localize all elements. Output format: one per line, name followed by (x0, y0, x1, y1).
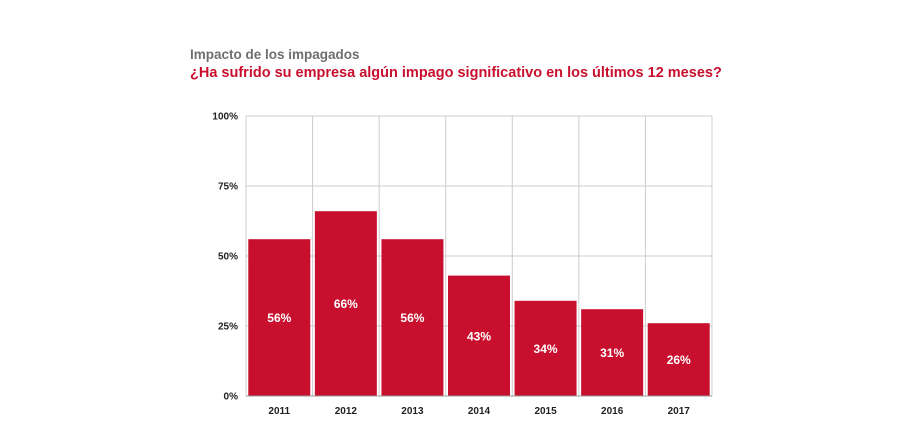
x-tick-label-2011: 2011 (268, 406, 290, 417)
data-label-2017: 26% (667, 353, 691, 367)
y-tick-label-50: 50% (218, 252, 238, 263)
x-tick-label-2016: 2016 (601, 406, 624, 417)
data-label-2011: 56% (267, 311, 291, 325)
chart-title: Impacto de los impagados (190, 47, 360, 62)
x-tick-label-2013: 2013 (401, 406, 424, 417)
x-tick-label-2015: 2015 (534, 406, 557, 417)
x-tick-label-2014: 2014 (468, 406, 491, 417)
bar-2014 (448, 275, 510, 396)
bar-2012 (314, 211, 377, 396)
y-tick-label-100: 100% (212, 112, 238, 123)
y-tick-label-75: 75% (218, 182, 238, 193)
chart-titles: Impacto de los impagados ¿Ha sufrido su … (190, 46, 722, 82)
y-tick-label-25: 25% (218, 322, 238, 333)
data-label-2012: 66% (334, 297, 358, 311)
bar-2015 (514, 300, 577, 396)
chart-subtitle: ¿Ha sufrido su empresa algún impago sign… (190, 65, 722, 81)
data-label-2016: 31% (600, 346, 624, 360)
bar-2013 (381, 239, 444, 396)
bar-2017 (647, 323, 710, 396)
data-label-2015: 34% (534, 342, 558, 356)
bar-2016 (581, 309, 644, 396)
data-label-2013: 56% (400, 311, 424, 325)
x-tick-label-2012: 2012 (335, 406, 358, 417)
x-tick-label-2017: 2017 (668, 406, 691, 417)
data-label-2014: 43% (467, 329, 491, 343)
y-tick-label-0: 0% (224, 392, 239, 403)
bar-2011 (248, 239, 311, 396)
